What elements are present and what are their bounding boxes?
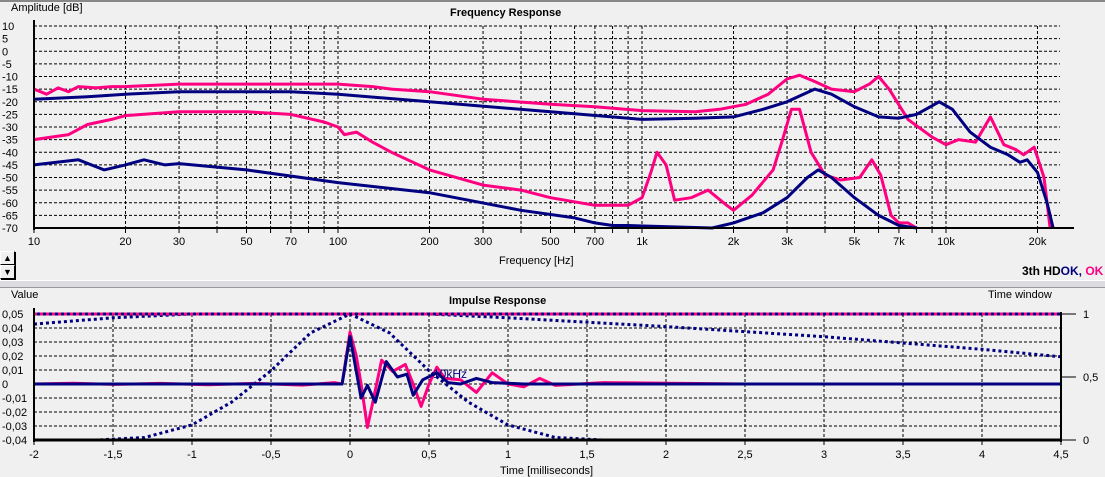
impulse-x-tick-label: 1,5 <box>579 449 594 461</box>
freq-y-tick-label: 5 <box>2 34 8 46</box>
freq-y-tick-label: -30 <box>2 122 18 134</box>
impulse-x-tick-label: 4,5 <box>1053 449 1068 461</box>
legend-item-pink[interactable]: OK <box>1085 264 1104 278</box>
freq-x-tick-label: 1k <box>636 236 648 248</box>
freq-x-tick-label: 70 <box>285 236 297 248</box>
impulse-x-tick-label: 1 <box>505 449 511 461</box>
freq-series-blue-3th-hd <box>33 158 917 230</box>
impulse-series-ok-impulse <box>34 334 1061 404</box>
impulse-x-tick-label: 4 <box>979 449 985 461</box>
impulse-y-tick-label: 0,05 <box>2 309 23 321</box>
freq-y-tick-label: -70 <box>2 223 18 235</box>
freq-y-tick-label: -15 <box>2 84 18 96</box>
impulse-y-tick-label: -0,03 <box>2 421 27 433</box>
legend-item-blue[interactable]: OK, <box>1060 264 1086 278</box>
impulse-x-tick-label: 0 <box>347 449 353 461</box>
freq-y-tick-label: -5 <box>2 59 12 71</box>
freq-y-tick-label: -45 <box>2 160 18 172</box>
scroll-down-button[interactable]: ▼ <box>0 265 15 279</box>
window-axis-tick-label: 0,5 <box>1083 372 1098 384</box>
impulse-x-tick-label: -2 <box>29 449 39 461</box>
impulse-y-tick-label: 0,03 <box>2 337 23 349</box>
impulse-y-tick-label: 0 <box>2 379 8 391</box>
impulse-series-narrow-time-window <box>34 312 1061 442</box>
impulse-x-tick-label: -0,5 <box>262 449 281 461</box>
impulse-x-tick-label: 3,5 <box>895 449 910 461</box>
impulse-y-tick-label: -0,01 <box>2 393 27 405</box>
freq-x-tick-label: 10 <box>28 236 40 248</box>
freq-x-tick-label: 30 <box>173 236 185 248</box>
freq-series-pink-ok-fundamental <box>33 73 1052 229</box>
impulse-y-axis-label: Value <box>11 289 39 301</box>
impulse-y-tick-label: -0,02 <box>2 407 27 419</box>
freq-series-pink-3th-hd <box>33 107 918 230</box>
freq-x-tick-label: 3k <box>781 236 793 248</box>
freq-x-tick-label: 20 <box>119 236 131 248</box>
freq-series-blue-ok-fundamental <box>33 87 1055 229</box>
time-window-axis-label: Time window <box>988 289 1052 301</box>
freq-y-tick-label: 10 <box>2 21 14 33</box>
freq-y-tick-label: -25 <box>2 109 18 121</box>
impulse-x-axis-label: Time [milliseconds] <box>500 465 594 477</box>
impulse-chart-title: Impulse Response <box>449 295 547 307</box>
freq-x-axis-label: Frequency [Hz] <box>499 255 574 267</box>
freq-x-tick-label: 5k <box>849 236 861 248</box>
freq-x-tick-label: 10k <box>937 236 955 248</box>
legend: 3th HDOK, OK <box>1022 264 1103 278</box>
impulse-y-tick-label: -0,04 <box>2 435 27 447</box>
impulse-x-tick-label: -1,5 <box>104 449 123 461</box>
freq-x-tick-label: 50 <box>240 236 252 248</box>
freq-y-tick-label: -65 <box>2 210 18 222</box>
freq-y-tick-label: -40 <box>2 147 18 159</box>
impulse-y-tick-label: 0,02 <box>2 351 23 363</box>
freq-y-tick-label: -60 <box>2 198 18 210</box>
impulse-x-tick-label: 2,5 <box>737 449 752 461</box>
window-axis-tick-label: 1 <box>1083 309 1089 321</box>
freq-x-tick-label: 200 <box>420 236 438 248</box>
impulse-x-tick-label: 3 <box>821 449 827 461</box>
freq-x-tick-label: 300 <box>474 236 492 248</box>
impulse-x-tick-label: 2 <box>663 449 669 461</box>
freq-x-tick-label: 7k <box>893 236 905 248</box>
freq-x-tick-label: 500 <box>541 236 559 248</box>
freq-y-tick-label: -10 <box>2 72 18 84</box>
impulse-y-tick-label: 0,04 <box>2 323 23 335</box>
freq-y-tick-label: -55 <box>2 185 18 197</box>
legend-prefix: 3th HD <box>1022 264 1061 278</box>
freq-x-tick-label: 100 <box>329 236 347 248</box>
freq-chart-title: Frequency Response <box>450 7 562 19</box>
window-top-border <box>0 0 1105 2</box>
freq-y-axis-label: Amplitude [dB] <box>11 2 83 14</box>
splitter[interactable] <box>0 280 1105 288</box>
annotation-10khz: 10kHz <box>433 367 468 381</box>
freq-y-tick-label: -35 <box>2 135 18 147</box>
impulse-series-ok-impulse <box>33 330 1061 429</box>
window-axis-tick-label: 0 <box>1083 435 1089 447</box>
freq-y-tick-label: -20 <box>2 97 18 109</box>
impulse-series-wide-time-window <box>33 312 1062 359</box>
impulse-x-tick-label: -1 <box>187 449 197 461</box>
impulse-x-tick-label: 0,5 <box>421 449 436 461</box>
freq-x-tick-label: 2k <box>728 236 740 248</box>
freq-y-tick-label: 0 <box>2 46 8 58</box>
freq-x-tick-label: 700 <box>586 236 604 248</box>
scroll-up-button[interactable]: ▲ <box>0 251 15 265</box>
freq-y-tick-label: -50 <box>2 173 18 185</box>
impulse-y-tick-label: 0,01 <box>2 365 23 377</box>
freq-x-tick-label: 20k <box>1029 236 1047 248</box>
